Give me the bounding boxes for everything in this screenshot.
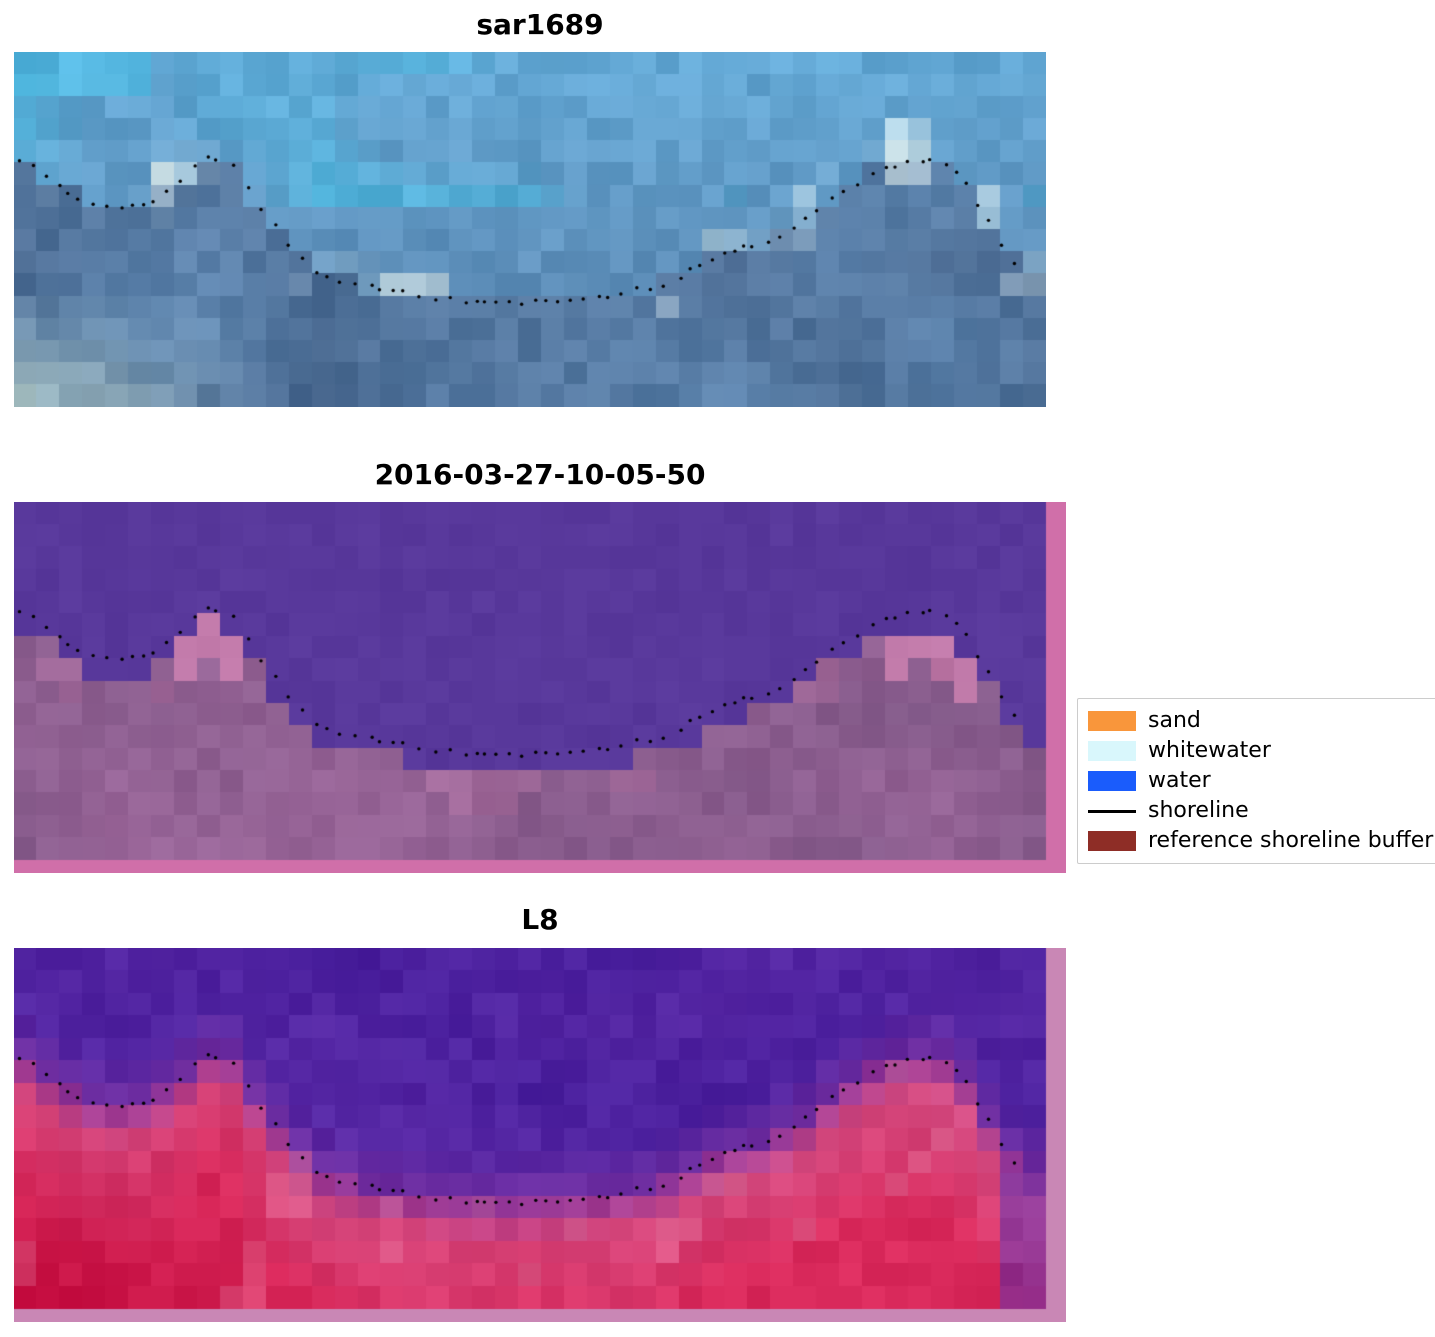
shoreline-line-icon [1088, 809, 1136, 813]
legend-entry-whitewater: whitewater [1088, 736, 1433, 766]
legend-entry-reference-buffer: reference shoreline buffer [1088, 826, 1433, 856]
whitewater-swatch-icon [1088, 741, 1136, 761]
panel-title-sar: sar1689 [476, 8, 604, 41]
water-swatch-icon [1088, 771, 1136, 791]
sand-swatch-icon [1088, 711, 1136, 731]
classified-panel-image [14, 502, 1066, 873]
legend-label-shoreline: shoreline [1148, 798, 1249, 823]
panel-title-classified: 2016-03-27-10-05-50 [374, 458, 706, 491]
legend-entry-sand: sand [1088, 706, 1433, 736]
legend-entry-water: water [1088, 766, 1433, 796]
legend-label-whitewater: whitewater [1148, 738, 1271, 763]
panel-title-l8: L8 [521, 903, 559, 936]
reference-buffer-swatch-icon [1088, 831, 1136, 851]
legend: sand whitewater water shoreline referenc… [1077, 698, 1435, 864]
legend-label-water: water [1148, 768, 1211, 793]
legend-entry-shoreline: shoreline [1088, 796, 1433, 826]
l8-panel-image [14, 948, 1066, 1322]
sar-panel-image [14, 52, 1046, 407]
legend-label-sand: sand [1148, 708, 1201, 733]
legend-label-reference-buffer: reference shoreline buffer [1148, 828, 1434, 853]
